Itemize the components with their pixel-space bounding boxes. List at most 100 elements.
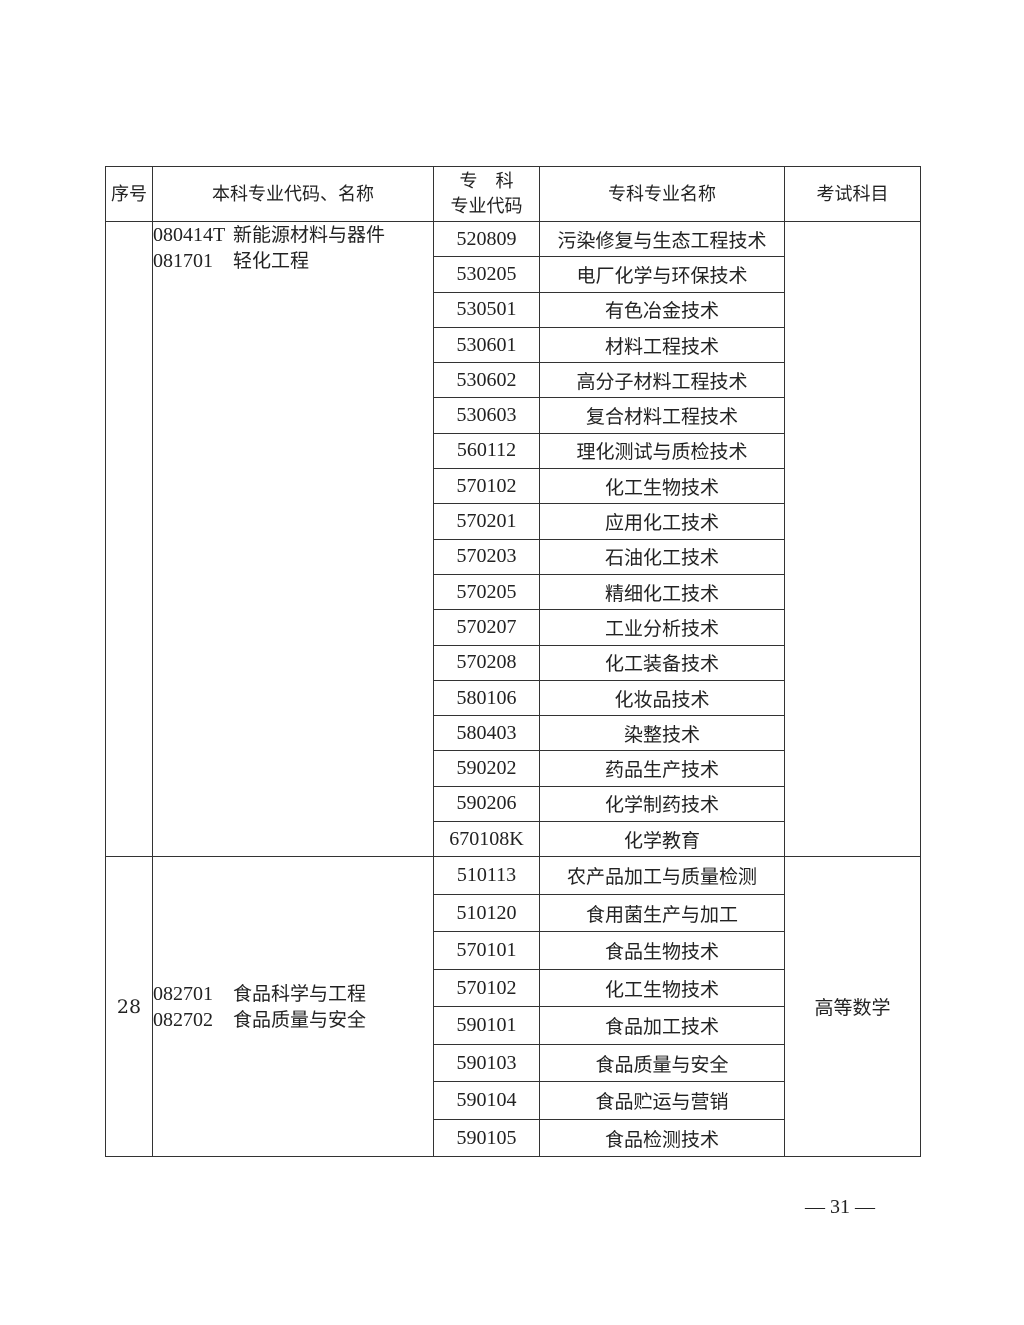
- zhuanke-name: 精细化工技术: [539, 573, 785, 611]
- ben-major-code: 082701: [153, 982, 213, 1005]
- zhuanke-code: 510120: [433, 893, 540, 933]
- table-row: 570201 应用化工技术: [106, 503, 921, 540]
- zhuanke-name: 化学制药技术: [539, 785, 785, 823]
- table-row: 28 082701 食品科学与工程 082702 食品质量与安全 510113 农产品加工与…: [105, 856, 921, 1158]
- header-code-line2: 专业代码: [450, 196, 523, 217]
- zhuanke-name: 食品生物技术: [539, 931, 785, 970]
- zhuanke-name: 化工装备技术: [539, 644, 785, 681]
- zhuanke-code: 580106: [433, 679, 540, 717]
- zhuanke-code: 530205: [433, 256, 540, 293]
- zhuanke-name: 污染修复与生态工程技术: [539, 220, 785, 258]
- zhuanke-code: 530501: [433, 291, 540, 328]
- zhuanke-code: 590104: [433, 1081, 540, 1120]
- table-row: 590206 化学制药技术: [106, 785, 921, 823]
- zhuanke-name: 化妆品技术: [539, 679, 785, 717]
- table-row: 570207 工业分析技术: [106, 609, 921, 646]
- zhuanke-name: 理化测试与质检技术: [539, 432, 785, 470]
- zhuanke-name: 石油化工技术: [539, 538, 785, 575]
- zhuanke-code: 670108K: [433, 821, 540, 858]
- zhuanke-name: 高分子材料工程技术: [539, 362, 785, 399]
- table-row: 590104 食品贮运与营销: [106, 1081, 921, 1120]
- zhuanke-name: 化工生物技术: [539, 968, 785, 1008]
- zhuanke-name: 食用菌生产与加工: [539, 893, 785, 933]
- header-code: 专 科专业代码: [433, 166, 540, 222]
- zhuanke-name: 化工生物技术: [539, 468, 785, 505]
- zhuanke-code: 590101: [433, 1006, 540, 1045]
- zhuanke-code: 560112: [433, 432, 540, 470]
- zhuanke-name: 工业分析技术: [539, 609, 785, 646]
- zhuanke-name: 复合材料工程技术: [539, 397, 785, 434]
- exam-subject: 高等数学: [784, 856, 921, 1158]
- header-code-line1: 专 科: [459, 171, 514, 192]
- table-row: 670108K 化学教育: [106, 821, 921, 858]
- ben-major-code: 081701: [153, 250, 213, 272]
- header-name: 专科专业名称: [539, 166, 785, 222]
- zhuanke-code: 590202: [433, 750, 540, 787]
- table-row: 580106 化妆品技术: [106, 679, 921, 717]
- zhuanke-code: 570205: [433, 573, 540, 611]
- zhuanke-name: 药品生产技术: [539, 750, 785, 787]
- seq-cell: [105, 220, 153, 858]
- table-row: 530205 电厂化学与环保技术: [106, 256, 921, 293]
- zhuanke-code: 530603: [433, 397, 540, 434]
- majors-table: 序号 本科专业代码、名称 专 科专业代码 专科专业名称 考试科目 080414T…: [105, 166, 921, 1158]
- zhuanke-code: 570207: [433, 609, 540, 646]
- zhuanke-code: 590105: [433, 1118, 540, 1158]
- zhuanke-code: 570102: [433, 968, 540, 1008]
- ben-major-name: 食品科学与工程: [233, 982, 367, 1005]
- ben-major-code: 080414T: [153, 224, 226, 246]
- table-row: 080414T 新能源材料与器件 081701 轻化工程 520809 污染修复与生态工程…: [105, 220, 921, 858]
- exam-subject: [784, 220, 921, 858]
- zhuanke-code: 510113: [433, 856, 540, 895]
- table-row: 580403 染整技术: [106, 715, 921, 752]
- table-row: 590103 食品质量与安全: [106, 1043, 921, 1083]
- table-row: 590202 药品生产技术: [106, 750, 921, 787]
- ben-major-name: 轻化工程: [233, 250, 310, 272]
- zhuanke-name: 化学教育: [539, 821, 785, 858]
- table-row: 530602 高分子材料工程技术: [106, 362, 921, 399]
- zhuanke-code: 570208: [433, 644, 540, 681]
- zhuanke-name: 食品加工技术: [539, 1006, 785, 1045]
- header-ben: 本科专业代码、名称: [152, 166, 434, 222]
- ben-major: 082702 食品质量与安全: [153, 1007, 433, 1033]
- table-row: 530501 有色冶金技术: [106, 291, 921, 328]
- zhuanke-code: 530602: [433, 362, 540, 399]
- zhuanke-name: 有色冶金技术: [539, 291, 785, 328]
- ben-major-name: 食品质量与安全: [233, 1008, 367, 1031]
- table-row: 570102 化工生物技术: [106, 468, 921, 505]
- table-header-row: 序号 本科专业代码、名称 专 科专业代码 专科专业名称 考试科目: [105, 166, 921, 222]
- table-row: 530601 材料工程技术: [106, 326, 921, 364]
- zhuanke-name: 电厂化学与环保技术: [539, 256, 785, 293]
- zhuanke-code: 530601: [433, 326, 540, 364]
- seq-cell: 28: [105, 856, 153, 1158]
- zhuanke-code: 580403: [433, 715, 540, 752]
- zhuanke-name: 染整技术: [539, 715, 785, 752]
- zhuanke-name: 应用化工技术: [539, 503, 785, 540]
- zhuanke-name: 食品质量与安全: [539, 1043, 785, 1083]
- ben-major: 081701 轻化工程: [153, 248, 433, 274]
- zhuanke-code: 520809: [433, 220, 540, 258]
- zhuanke-code: 590206: [433, 785, 540, 823]
- ben-major: 082701 食品科学与工程: [153, 981, 433, 1007]
- table-row: 530603 复合材料工程技术: [106, 397, 921, 434]
- table-row: 570208 化工装备技术: [106, 644, 921, 681]
- table-row: 570102 化工生物技术: [106, 968, 921, 1008]
- ben-major: 080414T 新能源材料与器件: [153, 222, 433, 248]
- zhuanke-name: 食品贮运与营销: [539, 1081, 785, 1120]
- table-row: 560112 理化测试与质检技术: [106, 432, 921, 470]
- ben-majors-cell: 082701 食品科学与工程 082702 食品质量与安全: [152, 856, 434, 1158]
- zhuanke-code: 570201: [433, 503, 540, 540]
- ben-majors-cell: 080414T 新能源材料与器件 081701 轻化工程: [152, 220, 434, 858]
- zhuanke-name: 材料工程技术: [539, 326, 785, 364]
- zhuanke-code: 570203: [433, 538, 540, 575]
- page-number: — 31 —: [805, 1196, 875, 1218]
- zhuanke-name: 农产品加工与质量检测: [539, 856, 785, 895]
- zhuanke-name: 食品检测技术: [539, 1118, 785, 1158]
- ben-major-code: 082702: [153, 1008, 213, 1031]
- header-seq: 序号: [105, 166, 153, 222]
- ben-major-name: 新能源材料与器件: [233, 224, 386, 246]
- table-row: 570205 精细化工技术: [106, 573, 921, 611]
- zhuanke-code: 570102: [433, 468, 540, 505]
- header-exam: 考试科目: [784, 166, 921, 222]
- table-row: 590105 食品检测技术: [106, 1118, 921, 1158]
